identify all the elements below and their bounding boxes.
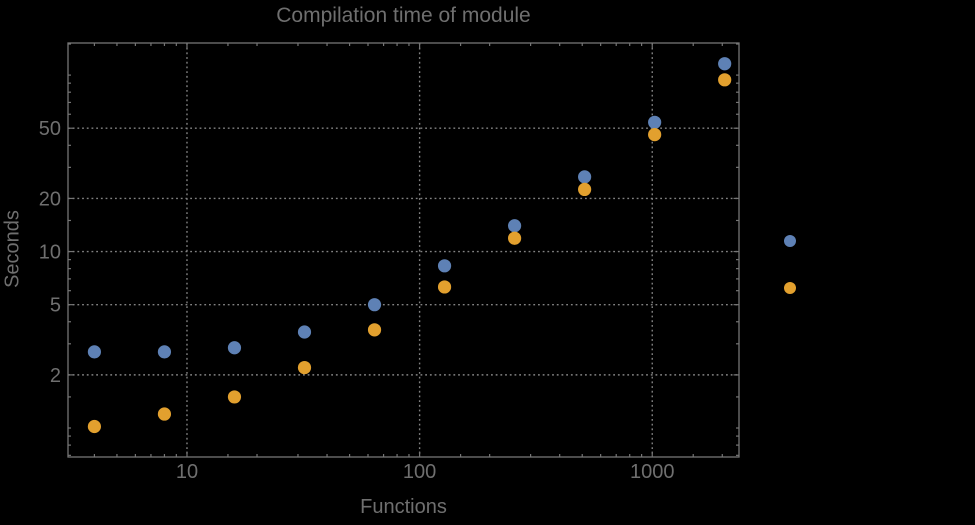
legend-marker-series-orange — [784, 282, 796, 294]
point-series-blue-x64 — [367, 298, 382, 312]
point-series-orange-x32 — [297, 360, 312, 375]
y-axis-label: Seconds — [1, 210, 24, 288]
point-series-orange-x512 — [578, 182, 592, 197]
gridlines — [68, 43, 739, 457]
y-tick-label-2: 2 — [50, 365, 61, 387]
legend — [784, 235, 796, 294]
tick-labels: 10 100 1000 2 5 10 20 50 — [39, 118, 675, 483]
frame — [67, 42, 740, 458]
point-series-blue-x16 — [227, 341, 242, 355]
y-tick-label-50: 50 — [39, 118, 61, 140]
point-series-blue-x128 — [437, 259, 452, 273]
point-series-orange-x4 — [87, 419, 102, 434]
series-blue — [87, 57, 732, 359]
x-axis-label: Functions — [360, 496, 447, 518]
plot-frame — [67, 42, 740, 458]
x-tick-label-1000: 1000 — [630, 461, 675, 483]
point-series-orange-x1024 — [648, 127, 662, 142]
series-orange — [87, 73, 732, 434]
legend-marker-series-blue — [784, 235, 796, 247]
x-tick-label-100: 100 — [403, 461, 436, 483]
point-series-blue-x256 — [507, 219, 522, 233]
point-series-blue-x4 — [87, 345, 102, 359]
y-tick-label-20: 20 — [39, 188, 61, 210]
axis-ticks — [68, 43, 739, 457]
point-series-blue-x8 — [157, 345, 172, 359]
point-series-orange-x64 — [367, 323, 382, 337]
point-series-orange-x8 — [157, 407, 172, 421]
point-series-orange-x128 — [437, 280, 452, 294]
y-tick-label-5: 5 — [50, 295, 61, 317]
point-series-blue-x2048 — [718, 57, 732, 71]
y-tick-label-10: 10 — [39, 242, 61, 264]
chart-title: Compilation time of module — [276, 4, 531, 27]
x-tick-label-10: 10 — [176, 461, 198, 483]
point-series-blue-x1024 — [648, 115, 662, 129]
point-series-orange-x256 — [507, 231, 522, 245]
point-series-orange-x16 — [227, 390, 242, 404]
point-series-blue-x32 — [297, 325, 312, 339]
point-series-orange-x2048 — [718, 73, 732, 87]
point-series-blue-x512 — [578, 170, 592, 184]
